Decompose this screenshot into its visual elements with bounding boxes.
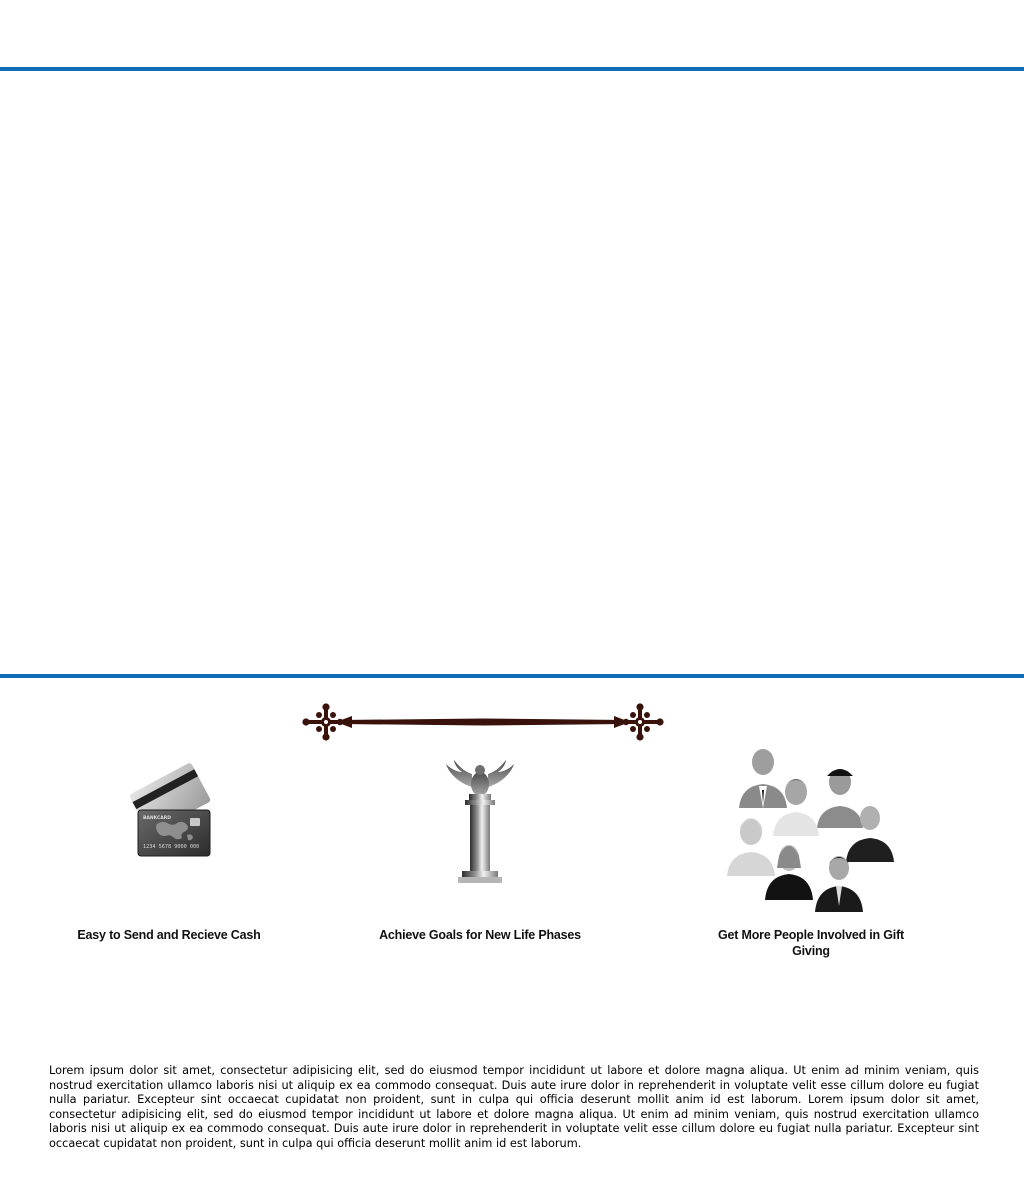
header-rule bbox=[0, 67, 1024, 71]
feature-caption: Get More People Involved in Gift Giving bbox=[718, 928, 904, 958]
feature-send-receive-cash: BANKCARD 1234 5678 9000 000 Easy to Send… bbox=[59, 740, 279, 942]
body-paragraph: Lorem ipsum dolor sit amet, consectetur … bbox=[49, 1064, 979, 1150]
section-rule bbox=[0, 674, 1024, 678]
feature-people-gift-giving: Get More People Involved in Gift Giving bbox=[701, 740, 921, 958]
ornamental-divider-icon bbox=[302, 703, 664, 741]
feature-caption: Easy to Send and Recieve Cash bbox=[77, 928, 261, 942]
feature-achieve-goals: Achieve Goals for New Life Phases bbox=[370, 740, 590, 942]
people-group-icon bbox=[727, 749, 894, 912]
card-number-text: 1234 5678 9000 000 bbox=[143, 844, 199, 850]
card-brand-text: BANKCARD bbox=[143, 815, 171, 821]
credit-card-icon: BANKCARD 1234 5678 9000 000 bbox=[129, 763, 211, 857]
feature-caption: Achieve Goals for New Life Phases bbox=[379, 928, 581, 942]
trophy-pillar-icon bbox=[446, 760, 514, 883]
hero-banner-area bbox=[0, 71, 1024, 674]
